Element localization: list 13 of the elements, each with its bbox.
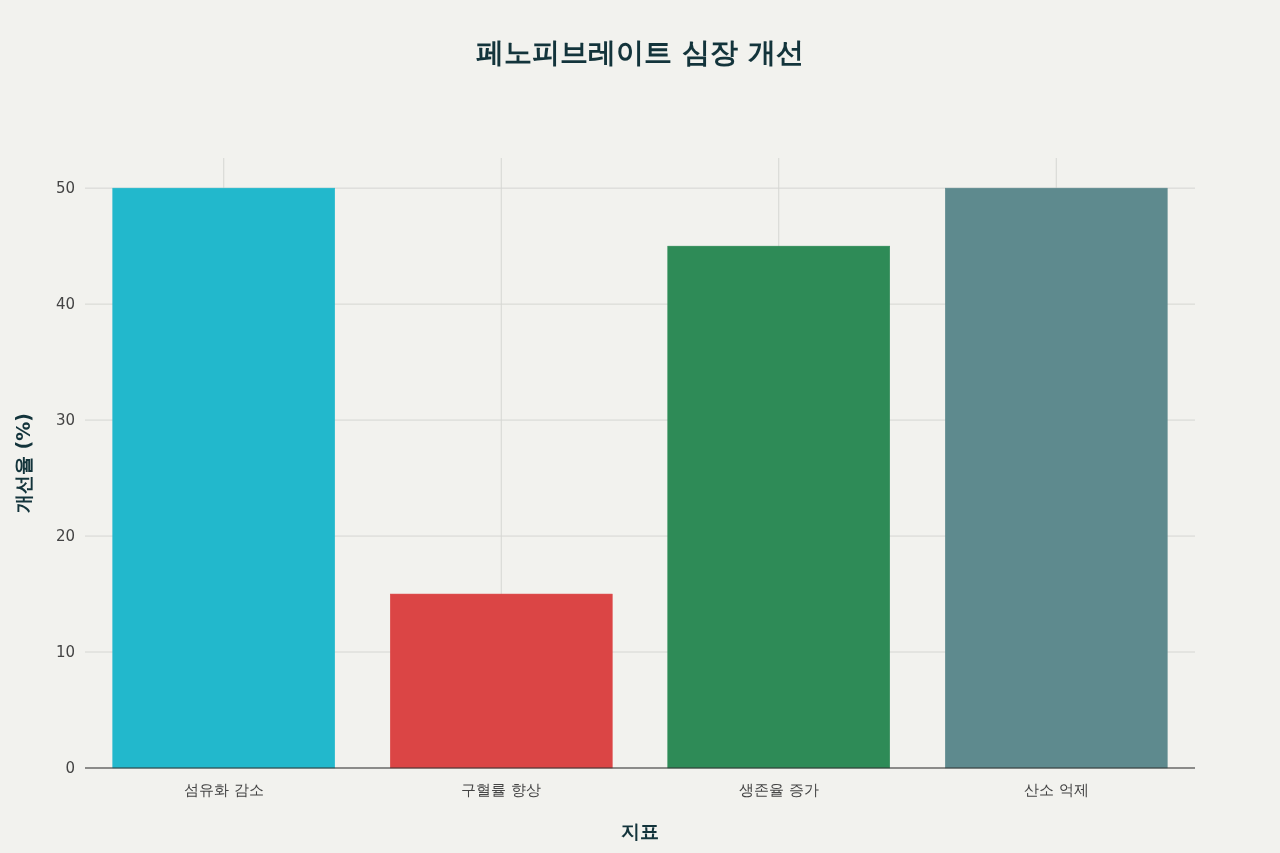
chart-title: 페노피브레이트 심장 개선 <box>476 36 804 69</box>
y-tick-label: 10 <box>55 643 75 662</box>
x-axis-title: 지표 <box>621 820 659 842</box>
x-tick-label: 산소 억제 <box>1023 781 1089 799</box>
y-tick-label: 30 <box>55 411 75 430</box>
x-tick-label: 생존율 증가 <box>738 781 819 799</box>
y-tick-label: 50 <box>55 179 75 198</box>
x-tick-label: 섬유화 감소 <box>183 781 264 799</box>
y-axis-title: 개선율 (%) <box>12 412 34 514</box>
y-tick-label: 40 <box>55 295 75 314</box>
y-tick-label: 20 <box>55 527 75 546</box>
x-tick-label: 구혈률 향상 <box>461 781 542 799</box>
y-tick-label: 0 <box>65 759 75 777</box>
